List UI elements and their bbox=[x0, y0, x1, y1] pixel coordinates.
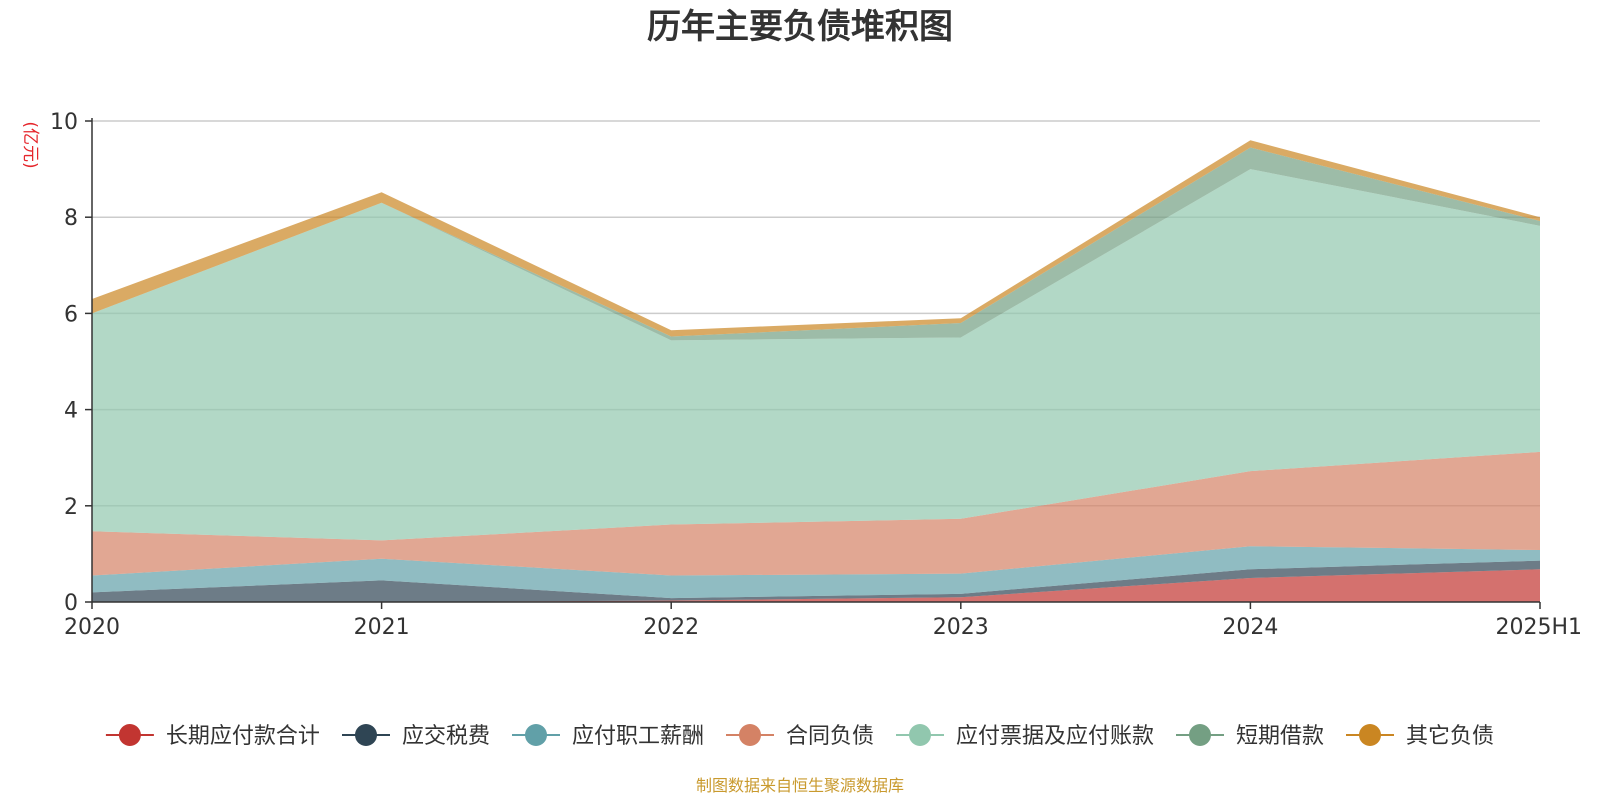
series-area bbox=[92, 546, 1540, 599]
x-tick-label: 2024 bbox=[1222, 615, 1278, 640]
y-tick-label: 0 bbox=[64, 591, 78, 616]
x-tick-label: 2020 bbox=[64, 615, 120, 640]
x-tick-label: 2025H1 bbox=[1495, 615, 1582, 640]
y-tick-label: 4 bbox=[64, 399, 78, 424]
series-areas bbox=[92, 140, 1540, 602]
series-area bbox=[92, 169, 1540, 541]
axes bbox=[85, 118, 1541, 609]
legend-circle-marker bbox=[909, 724, 931, 746]
series-area bbox=[92, 140, 1540, 337]
legend-circle-marker bbox=[525, 724, 547, 746]
series-area bbox=[92, 147, 1540, 341]
legend-label: 应付票据及应付账款 bbox=[956, 724, 1154, 749]
legend-item[interactable]: 应交税费 bbox=[342, 724, 490, 749]
legend-item[interactable]: 应付职工薪酬 bbox=[512, 724, 704, 749]
series-area bbox=[92, 560, 1540, 602]
legend-label: 应交税费 bbox=[402, 724, 490, 749]
chart-title: 历年主要负债堆积图 bbox=[647, 7, 953, 47]
y-tick-labels: 0 2 4 6 8 10 bbox=[50, 110, 78, 616]
y-axis-unit-label: (亿元) bbox=[20, 121, 40, 168]
y-tick-label: 10 bbox=[50, 110, 78, 135]
legend-item[interactable]: 长期应付款合计 bbox=[105, 724, 320, 749]
y-tick-label: 8 bbox=[64, 206, 78, 231]
y-tick-label: 2 bbox=[64, 495, 78, 520]
legend-circle-marker bbox=[118, 724, 141, 746]
legend-item[interactable]: 短期借款 bbox=[1176, 724, 1324, 749]
x-tick-label: 2022 bbox=[643, 615, 699, 640]
legend-label: 应付职工薪酬 bbox=[572, 724, 704, 749]
legend-label: 短期借款 bbox=[1236, 724, 1324, 749]
legend-circle-marker bbox=[1359, 724, 1381, 746]
series-area bbox=[92, 451, 1540, 576]
legend-item[interactable]: 应付票据及应付账款 bbox=[896, 724, 1154, 749]
legend-circle-marker bbox=[1189, 724, 1211, 746]
legend[interactable]: 长期应付款合计 应交税费 应付职工薪酬 合同负债 应付票据及应付账款 短期借款 其它负债 bbox=[105, 724, 1494, 749]
x-tick-labels: 2020 2021 2022 2023 2024 2025H1 bbox=[64, 615, 1582, 640]
x-tick-label: 2021 bbox=[354, 615, 410, 640]
x-tick-label: 2023 bbox=[933, 615, 989, 640]
legend-circle-marker bbox=[355, 724, 377, 746]
y-tick-label: 6 bbox=[64, 302, 78, 327]
legend-label: 合同负债 bbox=[786, 724, 874, 749]
series-area bbox=[92, 569, 1540, 602]
legend-item[interactable]: 其它负债 bbox=[1346, 724, 1494, 749]
legend-label: 长期应付款合计 bbox=[166, 724, 320, 749]
legend-label: 其它负债 bbox=[1406, 724, 1494, 749]
legend-item[interactable]: 合同负债 bbox=[726, 724, 874, 749]
source-note: 制图数据来自恒生聚源数据库 bbox=[696, 776, 904, 795]
legend-circle-marker bbox=[739, 724, 761, 746]
